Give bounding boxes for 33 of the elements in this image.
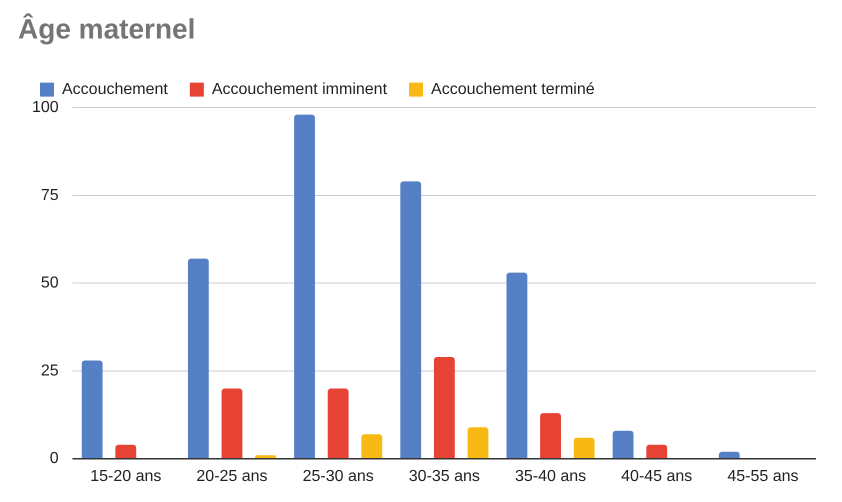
x-tick-label: 40-45 ans [621,468,692,485]
x-tick-label: 25-30 ans [302,468,374,485]
bar [574,438,595,458]
x-tick-label: 35-40 ans [514,468,586,485]
bar [434,356,455,458]
bar [115,444,136,458]
bar [400,181,422,458]
legend-label: Accouchement imminent [212,81,388,98]
bar [188,258,209,458]
bar [506,272,528,458]
bar [361,434,382,458]
bar [82,360,103,458]
bar [540,413,561,458]
x-tick-label: 30-35 ans [408,468,480,485]
x-tick-label: 20-25 ans [196,468,268,485]
bar [294,114,315,458]
y-tick-label: 25 [40,362,59,380]
bar [468,427,488,458]
bar [646,444,668,458]
bar [328,388,349,458]
legend-label: Accouchement [62,81,168,98]
legend-label: Accouchement terminé [431,81,595,98]
bar [255,455,276,458]
bar [718,452,740,458]
y-tick-label: 0 [50,450,59,468]
y-tick-label: 50 [40,274,59,292]
y-tick-label: 75 [40,186,59,204]
bar [222,388,242,458]
bar [612,430,634,458]
x-tick-label: 45-55 ans [727,468,798,485]
x-tick-label: 15-20 ans [90,468,162,485]
y-tick-label: 100 [32,99,59,116]
chart-title: Âge maternel [18,12,196,45]
